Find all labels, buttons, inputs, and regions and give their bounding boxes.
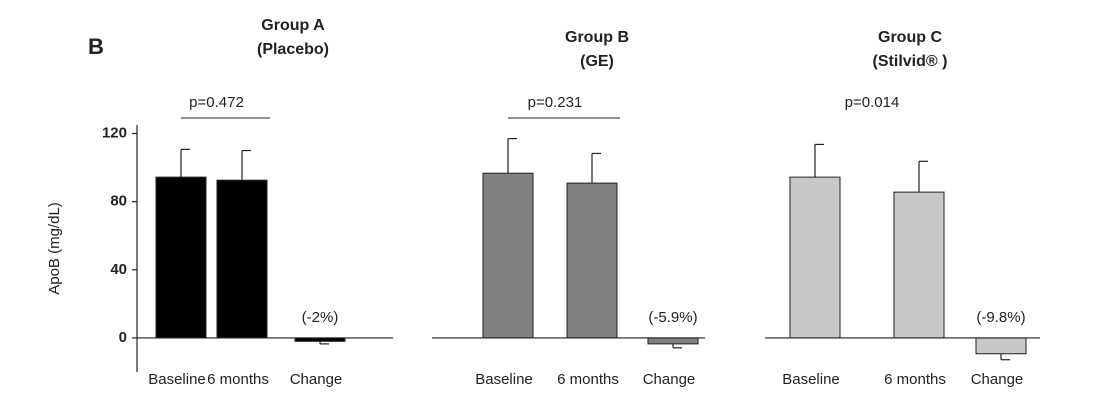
p-value: p=0.014 <box>845 94 900 111</box>
x-tick-label: 6 months <box>884 371 946 388</box>
p-value: p=0.231 <box>528 94 583 111</box>
x-tick-label: 6 months <box>557 371 619 388</box>
panel-label: B <box>88 34 104 59</box>
x-tick-label: Change <box>971 371 1024 388</box>
y-axis-label: ApoB (mg/dL) <box>46 202 63 295</box>
x-tick-label: Change <box>290 371 343 388</box>
bar <box>893 191 945 339</box>
x-tick-label: Baseline <box>475 371 533 388</box>
chart-title: (GE) <box>580 53 614 70</box>
bar <box>155 176 207 339</box>
y-tick-label: 120 <box>102 124 127 141</box>
bar <box>482 172 534 339</box>
x-tick-label: Change <box>643 371 696 388</box>
x-tick-label: 6 months <box>207 371 269 388</box>
change-label: (-2%) <box>302 309 339 326</box>
change-label: (-5.9%) <box>648 309 697 326</box>
x-tick-label: Baseline <box>148 371 206 388</box>
bar <box>216 179 268 339</box>
y-tick-label: 40 <box>110 261 127 278</box>
chart-title: Group C <box>878 29 942 46</box>
bar <box>647 337 699 345</box>
p-value: p=0.472 <box>189 94 244 111</box>
chart-title: Group B <box>565 29 629 46</box>
change-label: (-9.8%) <box>976 309 1025 326</box>
chart-title: (Placebo) <box>257 41 329 58</box>
bar <box>566 182 618 339</box>
chart-title: (Stilvid® ) <box>873 53 948 70</box>
x-tick-label: Baseline <box>782 371 840 388</box>
bar <box>975 337 1027 355</box>
y-tick-label: 80 <box>110 193 127 210</box>
chart-title: Group A <box>261 17 325 34</box>
bar <box>789 176 841 339</box>
y-tick-label: 0 <box>119 329 127 346</box>
